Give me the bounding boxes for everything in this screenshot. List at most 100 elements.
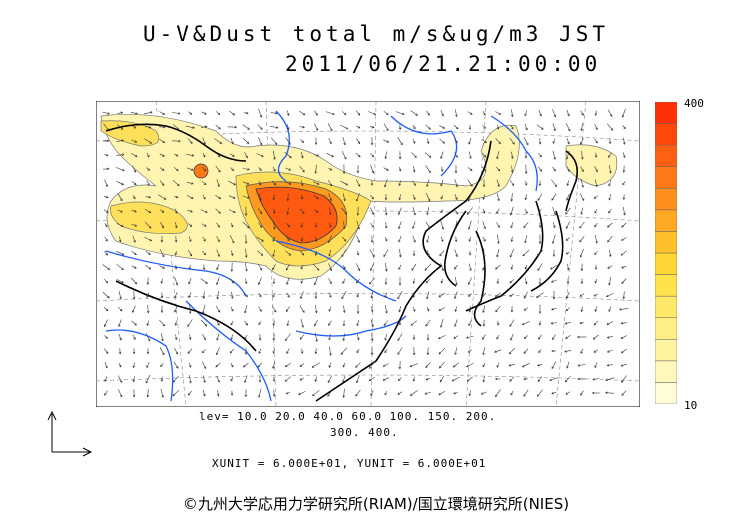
- wind-arrow-head: [300, 281, 304, 284]
- wind-arrow-head: [541, 127, 544, 130]
- wind-arrow-head: [622, 182, 625, 186]
- wind-arrow-head: [552, 337, 555, 340]
- wind-arrow: [439, 361, 445, 369]
- wind-arrow-head: [217, 184, 220, 188]
- wind-arrow-head: [402, 112, 405, 116]
- wind-arrow: [284, 151, 292, 159]
- wind-arrow: [523, 137, 529, 145]
- wind-arrow: [496, 249, 500, 257]
- wind-arrow: [622, 181, 626, 185]
- wind-arrow: [455, 306, 457, 312]
- wind-arrow-head: [133, 196, 136, 200]
- wind-arrow: [398, 207, 402, 215]
- wind-arrow-head: [191, 154, 195, 157]
- wind-arrow-head: [284, 338, 288, 341]
- wind-arrow-head: [398, 254, 402, 258]
- wind-arrow-head: [357, 268, 361, 272]
- wind-arrow-head: [356, 213, 360, 216]
- wind-arrow-head: [427, 113, 430, 116]
- wind-arrow-head: [397, 296, 400, 300]
- wind-arrow: [454, 139, 458, 143]
- wind-arrow: [133, 362, 135, 368]
- wind-arrow: [355, 389, 361, 397]
- wind-arrow: [328, 334, 332, 340]
- wind-arrow-head: [203, 380, 206, 383]
- wind-arrow-head: [398, 267, 401, 270]
- wind-arrow-head: [259, 115, 263, 118]
- wind-arrow-head: [134, 210, 137, 213]
- wind-arrow: [187, 348, 193, 354]
- wind-arrow-head: [273, 168, 276, 172]
- wind-arrow-head: [370, 309, 374, 313]
- wind-arrow: [495, 264, 501, 270]
- wind-arrow: [370, 153, 374, 157]
- wind-arrow-head: [482, 379, 486, 383]
- wind-arrow: [258, 348, 262, 354]
- wind-arrow: [605, 377, 615, 381]
- wind-arrow-head: [272, 351, 275, 354]
- wind-arrow: [522, 362, 530, 368]
- wind-arrow-head: [146, 323, 150, 326]
- wind-arrow: [454, 152, 458, 158]
- wind-arrow-head: [456, 211, 459, 215]
- wind-arrow: [566, 193, 570, 201]
- wind-arrow-head: [521, 322, 525, 326]
- wind-arrow-head: [608, 198, 611, 201]
- wind-arrow-head: [551, 349, 554, 353]
- wind-arrow: [413, 138, 415, 144]
- wind-arrow: [426, 110, 430, 116]
- wind-arrow-head: [217, 254, 220, 257]
- wind-arrow-head: [482, 255, 486, 258]
- wind-arrow-head: [441, 239, 444, 243]
- wind-arrow-head: [524, 183, 528, 186]
- wind-arrow-head: [104, 393, 107, 396]
- wind-arrow-head: [508, 351, 512, 355]
- wind-arrow-head: [342, 395, 346, 398]
- wind-arrow: [131, 277, 137, 285]
- wind-arrow-head: [497, 184, 500, 187]
- wind-arrow: [524, 208, 528, 214]
- wind-arrow: [383, 139, 389, 143]
- wind-arrow: [329, 207, 331, 215]
- wind-arrow: [202, 251, 206, 255]
- wind-arrow: [159, 153, 165, 157]
- wind-arrow: [537, 376, 543, 382]
- wind-arrow-head: [622, 170, 626, 173]
- wind-arrow: [594, 124, 598, 130]
- wind-arrow-head: [398, 283, 402, 286]
- wind-arrow: [242, 181, 250, 185]
- wind-arrow: [103, 123, 109, 131]
- wind-arrow-head: [120, 210, 123, 213]
- wind-arrow-head: [246, 182, 250, 185]
- contour-levels-line1: lev= 10.0 20.0 40.0 60.0 100. 150. 200.: [199, 410, 497, 423]
- wind-arrow-head: [329, 353, 332, 356]
- wind-arrow: [258, 222, 262, 228]
- wind-arrow: [566, 166, 570, 172]
- wind-arrow-head: [579, 239, 582, 243]
- wind-arrow: [383, 123, 389, 131]
- wind-arrow-head: [483, 169, 487, 172]
- wind-arrow-head: [355, 198, 359, 202]
- wind-arrow-head: [484, 155, 487, 158]
- wind-arrow: [356, 349, 360, 353]
- wind-arrow-head: [261, 154, 264, 157]
- wind-arrow-head: [579, 254, 583, 258]
- wind-arrow: [298, 391, 306, 395]
- wind-arrow: [258, 108, 262, 118]
- wind-arrow: [621, 348, 627, 354]
- wind-arrow-head: [553, 157, 556, 160]
- wind-arrow-head: [247, 167, 250, 171]
- wind-arrow: [286, 306, 290, 312]
- wind-arrow-head: [261, 239, 264, 242]
- wind-arrow: [216, 333, 220, 341]
- wind-arrow-head: [188, 365, 192, 368]
- wind-arrow-head: [329, 183, 332, 187]
- wind-arrow: [566, 221, 570, 229]
- wind-arrow-head: [413, 240, 416, 243]
- wind-arrow-head: [594, 155, 598, 158]
- wind-arrow-head: [605, 391, 608, 395]
- wind-arrow: [482, 236, 486, 242]
- wind-arrow: [594, 234, 598, 244]
- wind-arrow-head: [580, 351, 583, 354]
- wind-arrow-head: [398, 226, 401, 230]
